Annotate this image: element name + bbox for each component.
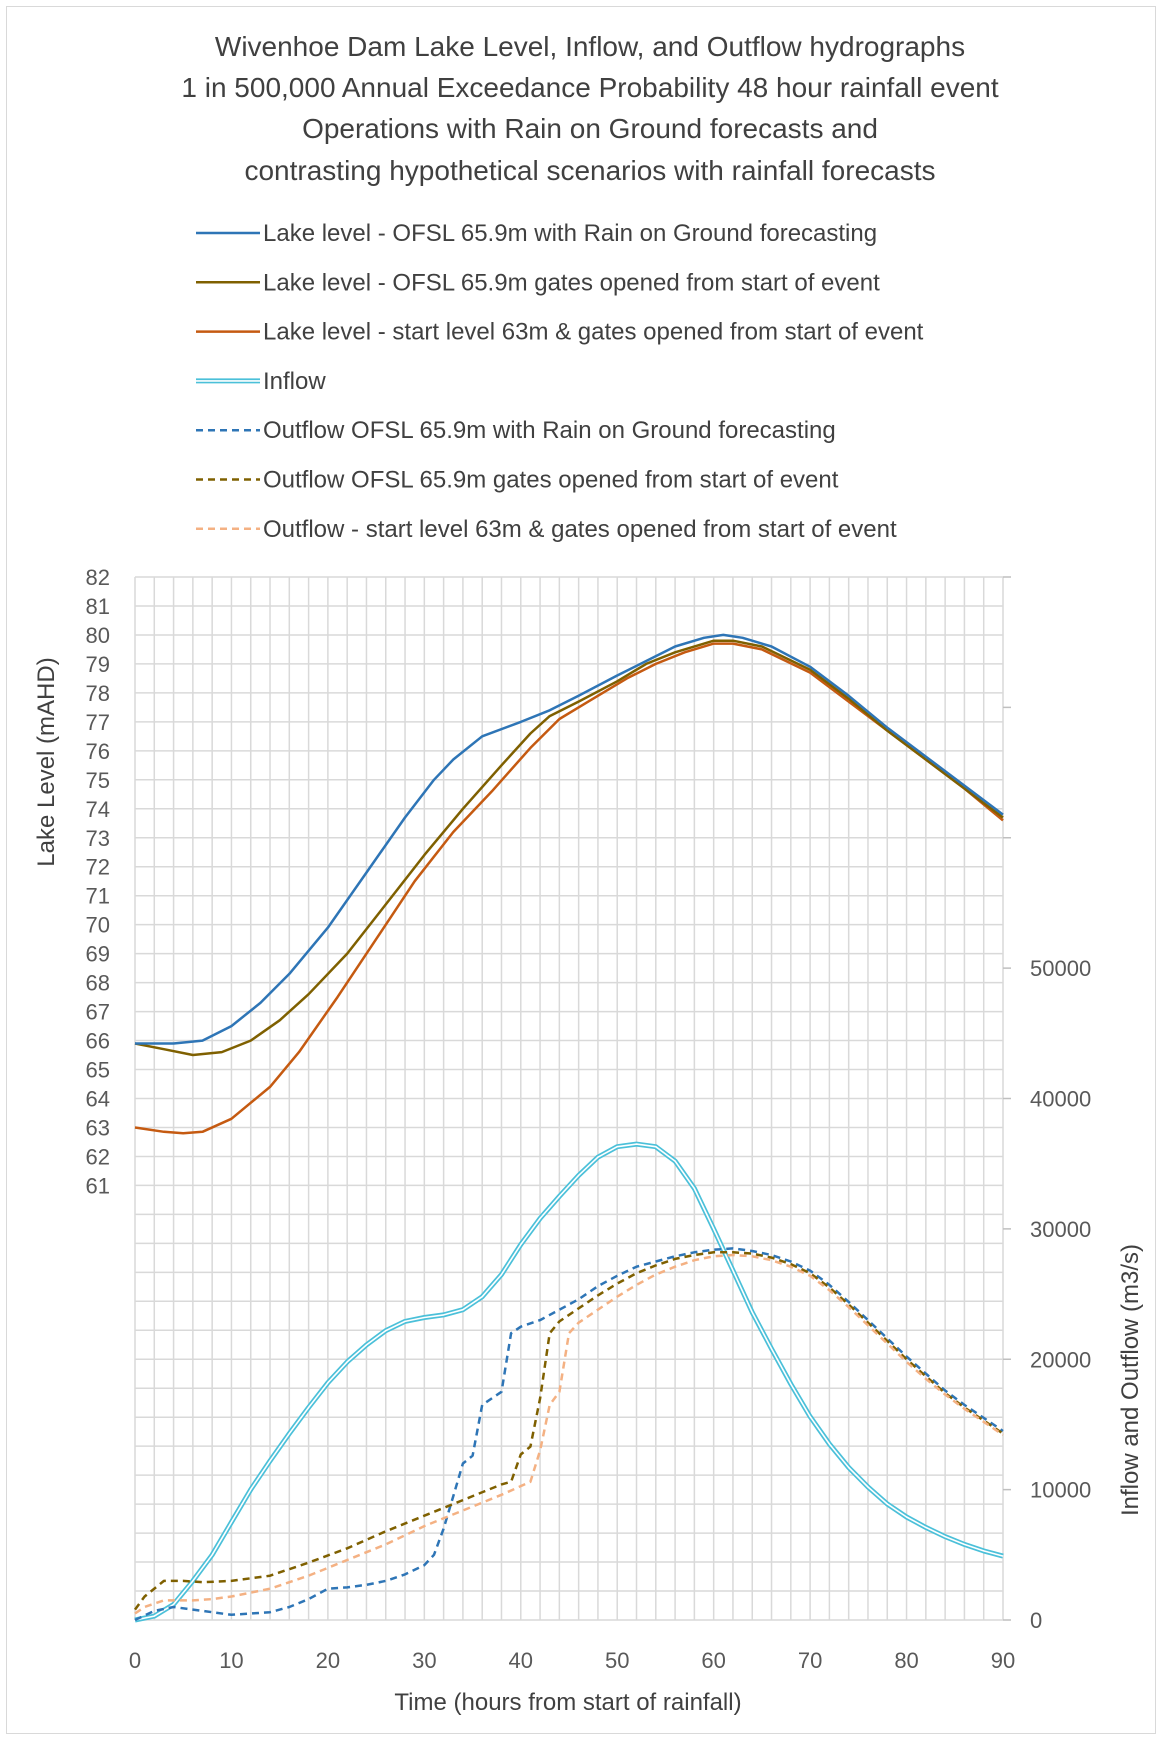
y-left-tick-label: 62 xyxy=(86,1144,110,1169)
legend: Lake level - OFSL 65.9m with Rain on Gro… xyxy=(196,220,924,543)
series-line-4-core xyxy=(134,1143,1004,1621)
legend-item: Outflow - start level 63m & gates opened… xyxy=(196,516,897,543)
chart-frame xyxy=(6,6,1156,1734)
series-line-1 xyxy=(135,633,1004,1045)
x-tick-label: 50 xyxy=(605,1648,629,1673)
y-left-tick-label: 61 xyxy=(86,1173,110,1198)
x-tick-label: 0 xyxy=(129,1648,141,1673)
y-right-tick-label: 50000 xyxy=(1030,956,1091,981)
y-left-tick-label: 74 xyxy=(86,797,110,822)
x-tick-label: 80 xyxy=(894,1648,918,1673)
tick-labels: 0 10 20 30 40 50 60 70 80 90 61 62 63 64 65 66 67 68 69 70 7… xyxy=(86,565,1092,1673)
legend-label: Outflow OFSL 65.9m with Rain on Ground f… xyxy=(263,417,836,444)
y-left-tick-label: 80 xyxy=(86,623,110,648)
series-line-5 xyxy=(134,1247,1004,1622)
series-line-2 xyxy=(134,639,1004,1057)
y-right-tick-label: 30000 xyxy=(1030,1217,1091,1242)
y-left-tick-label: 78 xyxy=(86,681,110,706)
legend-item: Inflow xyxy=(196,368,326,395)
legend-item: Lake level - start level 63m & gates ope… xyxy=(196,319,924,346)
chart-title-line: 1 in 500,000 Annual Exceedance Probabili… xyxy=(181,72,998,103)
chart-title: Wivenhoe Dam Lake Level, Inflow, and Out… xyxy=(181,31,998,186)
legend-item: Lake level - OFSL 65.9m with Rain on Gro… xyxy=(196,220,877,247)
y-left-tick-label: 69 xyxy=(86,942,110,967)
x-axis-title: Time (hours from start of rainfall) xyxy=(394,1689,741,1716)
series-layer xyxy=(133,633,1004,1623)
y-left-tick-label: 77 xyxy=(86,710,110,735)
series-line-6 xyxy=(133,1251,1004,1611)
series-line-3 xyxy=(134,642,1004,1135)
y-left-tick-label: 81 xyxy=(86,594,110,619)
legend-label: Inflow xyxy=(263,368,326,395)
y-left-tick-label: 64 xyxy=(86,1087,110,1112)
x-tick-label: 60 xyxy=(701,1648,725,1673)
y-right-tick-label: 10000 xyxy=(1030,1478,1091,1503)
y-left-tick-label: 73 xyxy=(86,826,110,851)
legend-label: Outflow - start level 63m & gates opened… xyxy=(263,516,897,543)
legend-item: Outflow OFSL 65.9m with Rain on Ground f… xyxy=(196,417,836,444)
x-tick-label: 90 xyxy=(991,1648,1015,1673)
y-right-tick-label: 20000 xyxy=(1030,1347,1091,1372)
legend-item: Lake level - OFSL 65.9m gates opened fro… xyxy=(196,269,880,296)
y-left-tick-label: 63 xyxy=(86,1115,110,1140)
y-left-tick-label: 82 xyxy=(86,565,110,590)
y-left-tick-label: 79 xyxy=(86,652,110,677)
y-axis-right-title: Inflow and Outflow (m3/s) xyxy=(1117,1244,1144,1516)
y-left-tick-label: 68 xyxy=(86,971,110,996)
y-left-tick-label: 67 xyxy=(86,1000,110,1025)
y-left-tick-label: 72 xyxy=(86,855,110,880)
chart-title-line: contrasting hypothetical scenarios with … xyxy=(244,155,935,186)
legend-label: Lake level - start level 63m & gates ope… xyxy=(263,319,924,346)
y-left-tick-label: 65 xyxy=(86,1058,110,1083)
y-right-tick-label: 40000 xyxy=(1030,1087,1091,1112)
y-left-tick-label: 76 xyxy=(86,739,110,764)
x-tick-label: 10 xyxy=(219,1648,243,1673)
y-right-tick-label: 0 xyxy=(1030,1608,1042,1633)
x-tick-label: 30 xyxy=(412,1648,436,1673)
y-left-tick-label: 66 xyxy=(86,1029,110,1054)
y-left-tick-label: 75 xyxy=(86,768,110,793)
x-tick-label: 40 xyxy=(509,1648,533,1673)
chart-title-line: Wivenhoe Dam Lake Level, Inflow, and Out… xyxy=(215,31,965,62)
series-line-7 xyxy=(134,1253,1004,1615)
y-left-tick-label: 70 xyxy=(86,913,110,938)
y-left-tick-label: 71 xyxy=(86,884,110,909)
x-tick-label: 70 xyxy=(798,1648,822,1673)
y-axis-left-title: Lake Level (mAHD) xyxy=(33,657,60,866)
legend-label: Lake level - OFSL 65.9m gates opened fro… xyxy=(263,269,880,296)
x-tick-label: 20 xyxy=(316,1648,340,1673)
chart-title-line: Operations with Rain on Ground forecasts… xyxy=(302,113,878,144)
legend-label: Outflow OFSL 65.9m gates opened from sta… xyxy=(263,467,839,494)
legend-item: Outflow OFSL 65.9m gates opened from sta… xyxy=(196,467,839,494)
gridlines xyxy=(134,576,1011,1621)
legend-label: Lake level - OFSL 65.9m with Rain on Gro… xyxy=(263,220,877,247)
